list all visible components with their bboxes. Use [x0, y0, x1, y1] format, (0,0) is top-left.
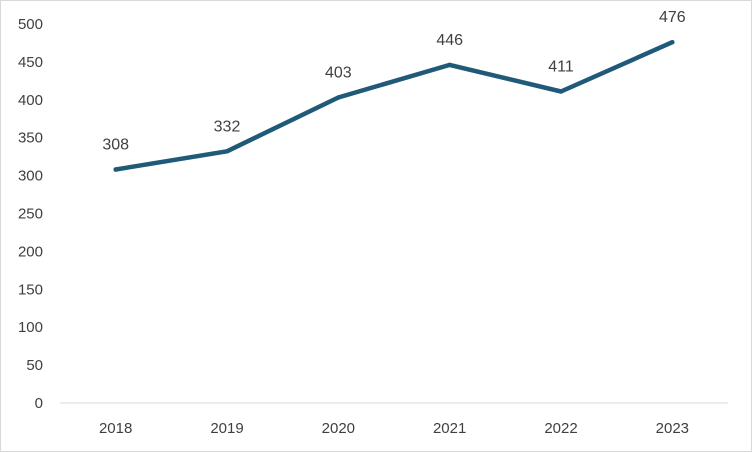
x-tick-label: 2019 [210, 420, 243, 437]
y-tick-label: 50 [26, 357, 43, 374]
y-tick-label: 100 [18, 319, 43, 336]
y-tick-label: 150 [18, 281, 43, 298]
y-tick-label: 0 [35, 395, 43, 412]
x-tick-label: 2018 [99, 420, 132, 437]
data-label: 308 [102, 137, 129, 154]
data-label: 476 [659, 9, 686, 26]
series-line [113, 39, 675, 172]
data-point [336, 95, 341, 100]
data-label: 332 [214, 118, 241, 135]
data-point [670, 39, 675, 45]
data-label: 446 [436, 32, 463, 49]
data-label: 411 [548, 58, 574, 75]
x-tick-label: 2023 [656, 420, 689, 437]
y-tick-label: 250 [18, 206, 43, 223]
data-point [558, 89, 564, 94]
y-tick-label: 200 [18, 243, 43, 260]
x-tick-label: 2020 [322, 420, 355, 437]
x-axis-tick-labels: 2018 2019 2020 2021 2022 2023 [99, 420, 689, 437]
x-tick-label: 2021 [433, 420, 466, 437]
x-tick-label: 2022 [544, 420, 577, 437]
data-label: 403 [325, 65, 352, 82]
data-label-group: 308 332 403 446 411 476 [102, 9, 685, 153]
data-point [113, 167, 118, 172]
y-tick-label: 400 [18, 92, 43, 109]
y-axis-tick-labels: 0 50 100 150 200 250 300 350 400 450 500 [18, 16, 43, 412]
y-tick-label: 450 [18, 54, 43, 71]
series-group [113, 39, 675, 172]
data-point [447, 62, 452, 68]
y-tick-label: 300 [18, 168, 43, 185]
y-tick-label: 500 [18, 16, 43, 33]
data-point [224, 149, 230, 154]
y-tick-label: 350 [18, 130, 43, 147]
